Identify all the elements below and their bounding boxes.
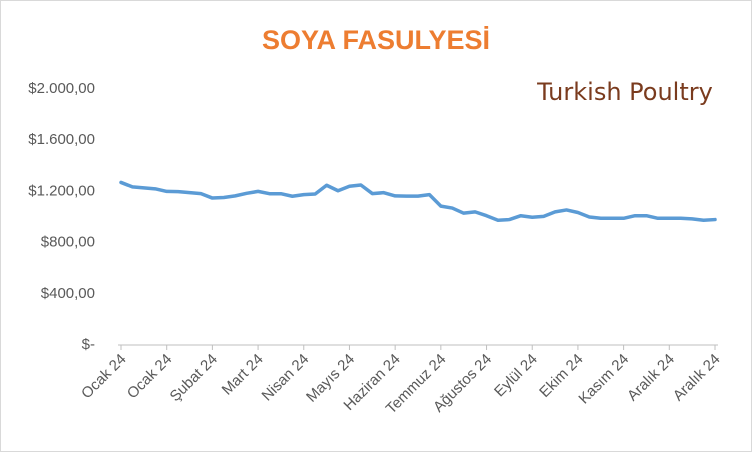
y-tick-label: $1.200,00 xyxy=(28,182,95,199)
series-line xyxy=(119,180,717,222)
y-tick-label: $800,00 xyxy=(41,234,95,251)
chart-title: SOYA FASULYESİ xyxy=(262,25,490,55)
y-tick-label: $1.600,00 xyxy=(28,131,95,148)
y-tick-label: $2.000,00 xyxy=(28,80,95,97)
y-tick-label: $400,00 xyxy=(41,285,95,302)
logo: Turkish Poultry xyxy=(536,78,713,106)
y-tick-label: $- xyxy=(82,336,95,353)
